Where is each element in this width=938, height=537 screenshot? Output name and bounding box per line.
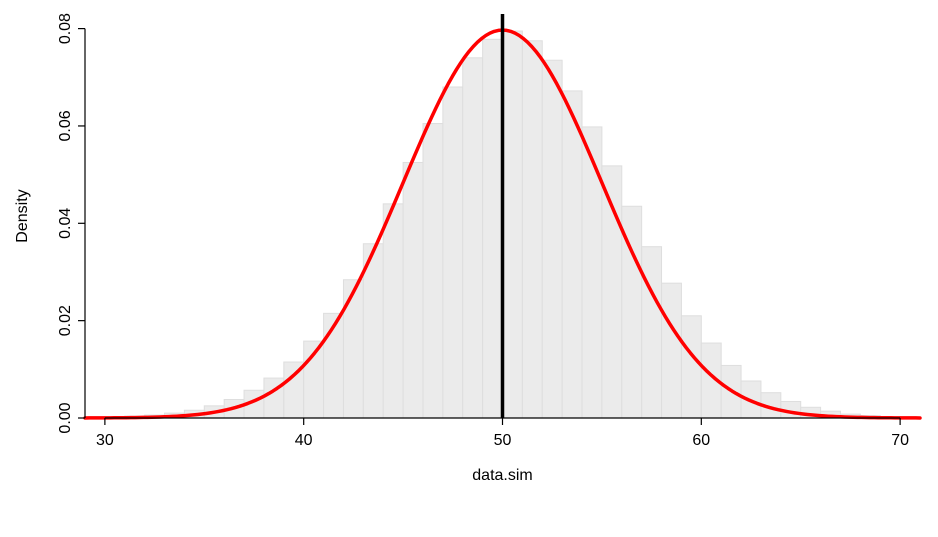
x-tick-label: 50 [494,432,512,449]
histogram-bar [423,124,443,418]
density-histogram-chart: 30 40 50 60 70 0.00 0.02 0.04 0.06 0.08 data.sim De… [0,0,938,537]
y-tick-label: 0.04 [57,208,74,239]
histogram-bar [582,127,602,418]
y-tick-label: 0.02 [57,305,74,336]
histogram-bar [662,283,682,418]
histogram-bar [443,87,463,418]
x-tick-label: 60 [692,432,710,449]
y-tick-label: 0.06 [57,110,74,141]
x-axis-label: data.sim [472,467,532,484]
histogram-bar [542,60,562,418]
x-tick-label: 70 [891,432,909,449]
histogram-bar [343,280,363,418]
histogram-bar [383,204,403,418]
histogram-bar [483,39,503,418]
y-tick-label: 0.08 [57,13,74,44]
x-tick-label: 40 [295,432,313,449]
histogram-bar [642,247,662,418]
y-tick-label: 0.00 [57,402,74,433]
histogram-bar [503,31,523,418]
y-axis-label: Density [14,189,31,242]
chart-svg: 30 40 50 60 70 0.00 0.02 0.04 0.06 0.08 data.sim De… [0,0,938,537]
histogram-bar [463,58,483,418]
histogram-bar [562,91,582,418]
x-tick-label: 30 [96,432,114,449]
histogram-bar [522,41,542,418]
histogram-bar [403,162,423,418]
histogram-bar [681,316,701,418]
